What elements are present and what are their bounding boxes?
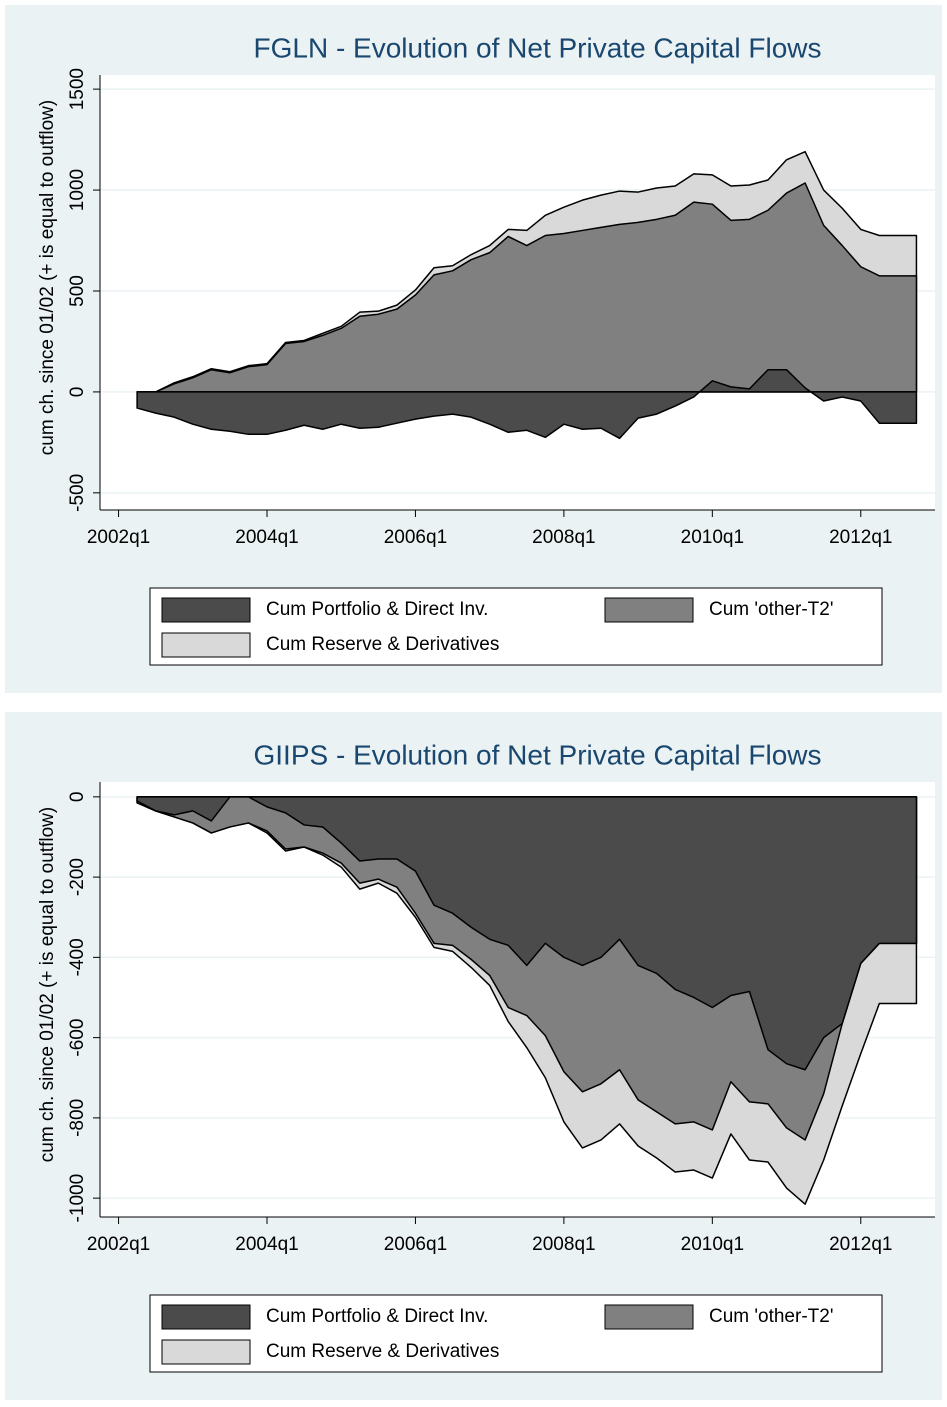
x-tick-label: 2002q1	[87, 527, 150, 548]
chart-title: FGLN - Evolution of Net Private Capital …	[254, 32, 822, 63]
legend-label: Cum Portfolio & Direct Inv.	[266, 1306, 488, 1327]
legend-label: Cum Portfolio & Direct Inv.	[266, 599, 488, 620]
y-tick-label: 0	[67, 792, 88, 803]
y-tick-label: -600	[67, 1019, 88, 1057]
legend-label: Cum Reserve & Derivatives	[266, 1341, 499, 1362]
x-tick-label: 2010q1	[681, 527, 744, 548]
y-axis-title: cum ch. since 01/02 (+ is equal to outfl…	[37, 100, 58, 455]
x-tick-label: 2008q1	[532, 527, 595, 548]
legend-swatch	[161, 632, 251, 658]
x-tick-label: 2006q1	[384, 1234, 447, 1255]
x-tick-label: 2012q1	[829, 1234, 892, 1255]
legend-swatch	[604, 1304, 694, 1330]
x-tick-label: 2004q1	[235, 527, 298, 548]
legend-swatch	[161, 1339, 251, 1365]
legend-box	[149, 587, 883, 666]
x-tick-label: 2008q1	[532, 1234, 595, 1255]
x-tick-label: 2010q1	[681, 1234, 744, 1255]
x-tick-label: 2012q1	[829, 527, 892, 548]
area	[136, 796, 918, 1071]
y-tick-label: 0	[67, 387, 88, 398]
x-tick-label: 2004q1	[235, 1234, 298, 1255]
y-tick-label: -800	[67, 1099, 88, 1137]
legend-box	[149, 1294, 883, 1373]
legend-swatch	[161, 597, 251, 623]
y-tick-label: -400	[67, 938, 88, 976]
legend-swatch	[161, 1304, 251, 1330]
legend-label: Cum 'other-T2'	[709, 599, 833, 620]
area	[136, 368, 918, 440]
y-tick-label: 1000	[67, 169, 88, 211]
y-axis-title: cum ch. since 01/02 (+ is equal to outfl…	[37, 807, 58, 1162]
y-tick-label: 500	[67, 275, 88, 307]
legend-swatch	[604, 597, 694, 623]
x-tick-label: 2002q1	[87, 1234, 150, 1255]
y-tick-label: -1000	[67, 1174, 88, 1223]
legend-label: Cum 'other-T2'	[709, 1306, 833, 1327]
chart-title: GIIPS - Evolution of Net Private Capital…	[254, 739, 822, 770]
x-tick-label: 2006q1	[384, 527, 447, 548]
legend-label: Cum Reserve & Derivatives	[266, 634, 499, 655]
area	[136, 182, 918, 393]
y-tick-label: -200	[67, 858, 88, 896]
y-tick-label: 1500	[67, 68, 88, 110]
y-tick-label: -500	[67, 474, 88, 512]
